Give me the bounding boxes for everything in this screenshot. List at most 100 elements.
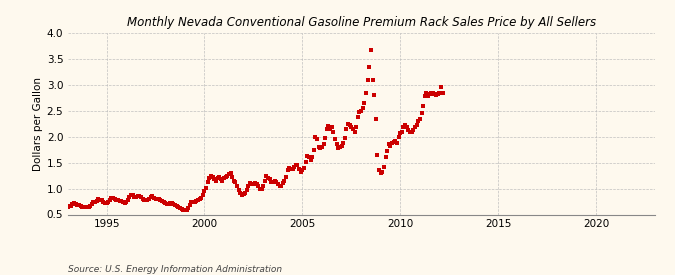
Point [119, 201, 130, 205]
Point [95, 198, 105, 202]
Point [349, 129, 360, 134]
Point [75, 204, 86, 208]
Point [297, 168, 308, 173]
Point [426, 90, 437, 95]
Point [402, 125, 412, 130]
Point [308, 147, 319, 152]
Point [204, 176, 215, 180]
Point [298, 166, 309, 170]
Point [192, 198, 203, 202]
Point [173, 205, 184, 210]
Point [429, 92, 440, 97]
Point [380, 155, 391, 160]
Point [435, 85, 446, 90]
Point [184, 203, 195, 207]
Point [383, 142, 394, 147]
Point [277, 181, 288, 186]
Point [230, 180, 241, 185]
Point [160, 200, 171, 205]
Point [437, 90, 448, 95]
Point [145, 195, 156, 199]
Point [197, 192, 208, 197]
Point [178, 208, 189, 213]
Point [312, 137, 323, 142]
Point [129, 195, 140, 199]
Point [279, 178, 290, 183]
Point [126, 192, 136, 197]
Point [196, 196, 207, 200]
Point [269, 178, 280, 183]
Point [188, 199, 198, 204]
Point [100, 201, 111, 205]
Point [211, 178, 221, 183]
Point [74, 203, 84, 207]
Point [410, 125, 421, 130]
Point [287, 167, 298, 171]
Point [171, 204, 182, 208]
Point [132, 194, 143, 198]
Point [300, 160, 311, 164]
Point [340, 136, 350, 140]
Point [240, 191, 250, 195]
Point [261, 174, 272, 178]
Point [153, 197, 164, 202]
Point [220, 175, 231, 179]
Point [320, 136, 331, 140]
Point [225, 171, 236, 175]
Point [423, 94, 433, 98]
Point [122, 198, 133, 202]
Point [109, 197, 120, 201]
Point [217, 178, 228, 183]
Point [323, 124, 334, 128]
Point [382, 149, 393, 153]
Point [377, 170, 387, 174]
Point [113, 198, 124, 203]
Point [88, 200, 99, 204]
Point [78, 205, 89, 210]
Text: Source: U.S. Energy Information Administration: Source: U.S. Energy Information Administ… [68, 265, 281, 274]
Point [274, 184, 285, 188]
Point [186, 200, 196, 204]
Point [414, 116, 425, 121]
Point [248, 182, 259, 187]
Point [69, 201, 80, 205]
Point [107, 196, 118, 200]
Point [161, 201, 172, 206]
Point [105, 198, 115, 202]
Point [356, 109, 367, 113]
Point [424, 92, 435, 97]
Point [411, 123, 422, 128]
Point [266, 180, 277, 185]
Point [139, 198, 150, 202]
Point [392, 141, 402, 145]
Point [333, 146, 344, 150]
Point [331, 142, 342, 147]
Point [284, 166, 295, 170]
Point [189, 200, 200, 204]
Point [144, 197, 155, 201]
Point [335, 145, 346, 149]
Point [80, 205, 91, 210]
Point [67, 202, 78, 206]
Point [352, 115, 363, 119]
Point [265, 177, 275, 182]
Point [117, 200, 128, 204]
Point [321, 127, 332, 131]
Point [63, 204, 74, 208]
Point [394, 134, 404, 139]
Point [346, 125, 356, 130]
Point [180, 208, 190, 213]
Point [101, 201, 112, 205]
Point [385, 144, 396, 148]
Point [289, 165, 300, 169]
Point [163, 202, 174, 206]
Point [325, 127, 335, 131]
Point [286, 167, 296, 171]
Point [136, 195, 146, 200]
Point [256, 186, 267, 191]
Point [281, 175, 292, 179]
Point [235, 191, 246, 195]
Point [344, 123, 355, 128]
Point [152, 197, 163, 201]
Point [351, 125, 362, 130]
